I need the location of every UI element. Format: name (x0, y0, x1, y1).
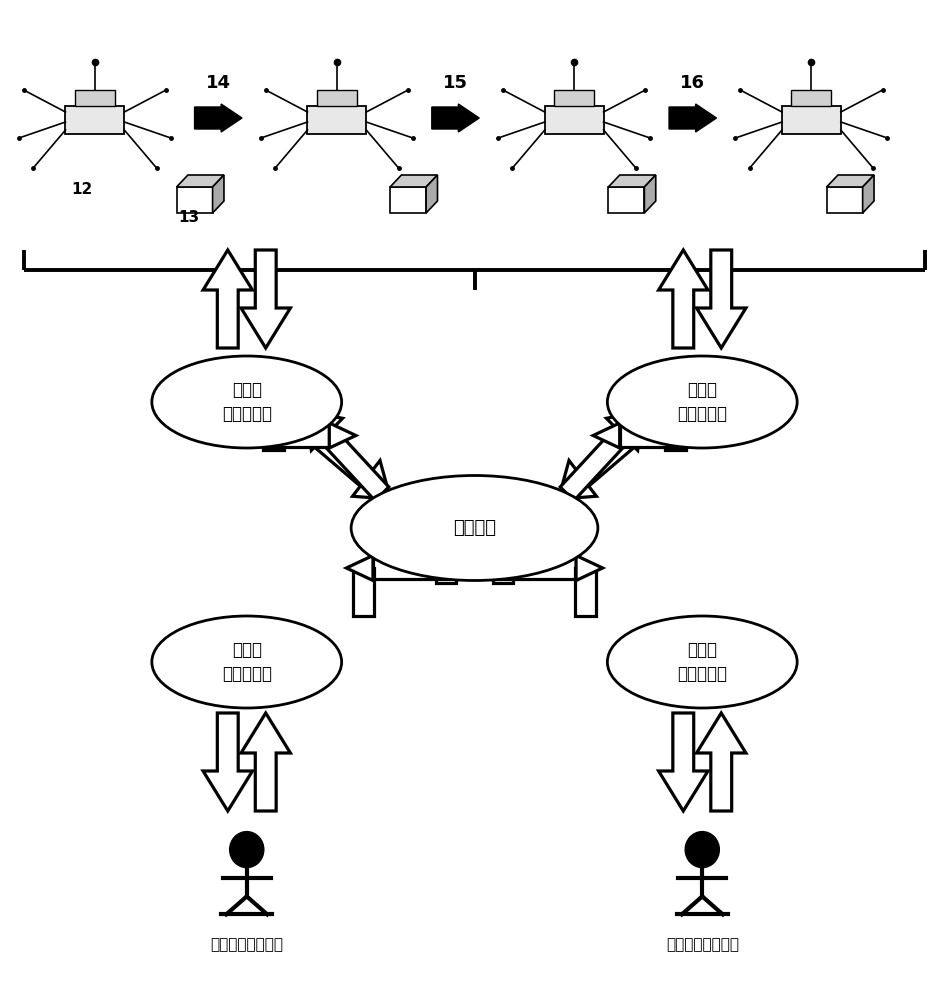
Polygon shape (213, 175, 224, 213)
Polygon shape (306, 411, 389, 501)
Bar (65, 106, 124, 134)
Polygon shape (241, 250, 290, 348)
Polygon shape (203, 250, 252, 348)
Bar (608, 187, 644, 213)
Bar (545, 106, 604, 134)
Bar (436, 568, 456, 582)
Text: 通信端口: 通信端口 (453, 519, 496, 537)
Polygon shape (659, 250, 708, 348)
Text: 12: 12 (71, 182, 92, 197)
Text: 机体层主端机器人: 机体层主端机器人 (666, 938, 738, 952)
Text: 15: 15 (443, 74, 468, 92)
Bar (791, 90, 831, 106)
Ellipse shape (152, 356, 342, 448)
Polygon shape (593, 423, 620, 448)
Polygon shape (426, 175, 437, 213)
Bar (177, 187, 213, 213)
Text: 14: 14 (206, 74, 231, 92)
Bar (263, 424, 329, 446)
Polygon shape (697, 250, 746, 348)
Bar (782, 106, 841, 134)
Bar (263, 436, 284, 450)
Polygon shape (560, 411, 643, 501)
Bar (307, 106, 366, 134)
Circle shape (685, 832, 719, 868)
Polygon shape (241, 713, 290, 811)
FancyArrow shape (195, 104, 242, 132)
Circle shape (230, 832, 264, 868)
Bar (575, 568, 596, 616)
Bar (620, 424, 686, 446)
Text: 机体层
从端控制器: 机体层 从端控制器 (678, 380, 727, 424)
Polygon shape (608, 175, 656, 187)
Polygon shape (558, 417, 651, 499)
Text: 单腿层
主端控制器: 单腿层 主端控制器 (222, 641, 271, 684)
Bar (827, 187, 863, 213)
Bar (353, 568, 374, 616)
Ellipse shape (607, 356, 797, 448)
Polygon shape (346, 556, 373, 580)
Polygon shape (298, 417, 391, 499)
Bar (317, 90, 357, 106)
Bar (665, 436, 686, 450)
Text: 机体层
主端控制器: 机体层 主端控制器 (678, 641, 727, 684)
Bar (493, 557, 576, 579)
Bar (493, 568, 513, 582)
Bar (75, 90, 115, 106)
Polygon shape (390, 175, 437, 187)
Bar (373, 557, 456, 579)
Polygon shape (659, 713, 708, 811)
Polygon shape (644, 175, 656, 213)
Ellipse shape (351, 476, 598, 580)
Bar (554, 90, 594, 106)
FancyArrow shape (432, 104, 479, 132)
Text: 13: 13 (178, 210, 199, 225)
Polygon shape (203, 713, 252, 811)
Bar (390, 187, 426, 213)
Polygon shape (863, 175, 874, 213)
Polygon shape (177, 175, 224, 187)
Polygon shape (576, 556, 603, 580)
Text: 单腿层主端机器人: 单腿层主端机器人 (211, 938, 283, 952)
Polygon shape (827, 175, 874, 187)
Polygon shape (697, 713, 746, 811)
Polygon shape (329, 423, 356, 448)
Ellipse shape (152, 616, 342, 708)
Text: 单腿层
从端控制器: 单腿层 从端控制器 (222, 380, 271, 424)
Ellipse shape (607, 616, 797, 708)
FancyArrow shape (669, 104, 716, 132)
Text: 16: 16 (680, 74, 705, 92)
